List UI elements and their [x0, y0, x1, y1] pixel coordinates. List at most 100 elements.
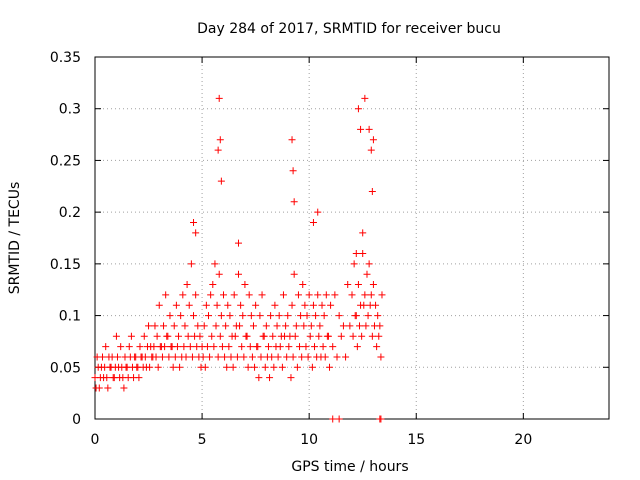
data-point [203, 343, 211, 351]
data-point [361, 291, 369, 299]
data-point [270, 363, 278, 371]
data-point [133, 363, 141, 371]
data-point [368, 332, 376, 340]
data-point [215, 270, 223, 278]
data-point [208, 332, 216, 340]
data-point [237, 301, 245, 309]
data-point [378, 291, 386, 299]
data-point [248, 353, 256, 361]
data-point [152, 353, 160, 361]
data-point [264, 343, 272, 351]
data-point [202, 301, 210, 309]
data-point [307, 322, 315, 330]
data-point [224, 301, 232, 309]
data-point [282, 322, 290, 330]
data-point [155, 301, 163, 309]
y-tick-label: 0.35 [50, 50, 81, 66]
data-point [205, 312, 213, 320]
data-point [349, 332, 357, 340]
data-point [101, 363, 109, 371]
data-point [231, 332, 239, 340]
data-point [284, 312, 292, 320]
data-point [364, 312, 372, 320]
data-points [91, 94, 386, 423]
data-point [141, 353, 149, 361]
data-point [163, 332, 171, 340]
data-point [98, 353, 106, 361]
data-point [194, 322, 202, 330]
data-point [105, 353, 113, 361]
data-point [146, 363, 154, 371]
data-point [244, 363, 252, 371]
data-point [249, 322, 257, 330]
data-point [319, 343, 327, 351]
y-tick-label: 0.15 [50, 257, 81, 273]
data-point [252, 301, 260, 309]
data-point [273, 322, 281, 330]
data-point [367, 291, 375, 299]
data-point [314, 291, 322, 299]
data-point [238, 343, 246, 351]
data-point [291, 332, 299, 340]
data-point [185, 301, 193, 309]
x-tick-label: 5 [198, 432, 207, 448]
data-point [259, 332, 267, 340]
data-point [283, 353, 291, 361]
y-tick-label: 0.2 [59, 205, 81, 221]
data-point [337, 332, 345, 340]
data-point [201, 363, 209, 371]
data-point [109, 374, 117, 382]
data-point [275, 312, 283, 320]
grid-lines [95, 57, 609, 419]
data-point [289, 353, 297, 361]
data-point [117, 343, 125, 351]
data-point [355, 322, 363, 330]
data-point [245, 291, 253, 299]
data-point [179, 291, 187, 299]
data-point [297, 312, 305, 320]
data-point [361, 94, 369, 102]
data-point [360, 301, 368, 309]
data-point [309, 301, 317, 309]
data-point [354, 105, 362, 113]
data-point [210, 343, 218, 351]
data-point [113, 353, 121, 361]
data-point [233, 353, 241, 361]
data-point [354, 281, 362, 289]
data-point [255, 374, 263, 382]
data-point [256, 312, 264, 320]
data-point [301, 301, 309, 309]
data-point [177, 312, 185, 320]
data-point [288, 136, 296, 144]
data-point [162, 291, 170, 299]
data-point [304, 353, 312, 361]
x-tick-label: 10 [300, 432, 318, 448]
data-point [216, 332, 224, 340]
data-point [222, 322, 230, 330]
data-point [226, 312, 234, 320]
data-point [221, 353, 229, 361]
data-point [327, 301, 335, 309]
data-point [122, 363, 130, 371]
data-point [339, 322, 347, 330]
data-point [111, 363, 119, 371]
data-point [127, 332, 135, 340]
data-point [176, 363, 184, 371]
data-point [278, 363, 286, 371]
data-point [143, 343, 151, 351]
data-point [290, 198, 298, 206]
data-point [312, 312, 320, 320]
data-point [209, 281, 217, 289]
data-point [192, 229, 200, 237]
data-point [183, 281, 191, 289]
data-point [375, 332, 383, 340]
data-point [342, 353, 350, 361]
data-point [104, 384, 112, 392]
data-point [102, 343, 110, 351]
x-tick-label: 20 [514, 432, 532, 448]
data-point [251, 363, 259, 371]
data-point [366, 301, 374, 309]
data-point [292, 322, 300, 330]
data-point [234, 270, 242, 278]
